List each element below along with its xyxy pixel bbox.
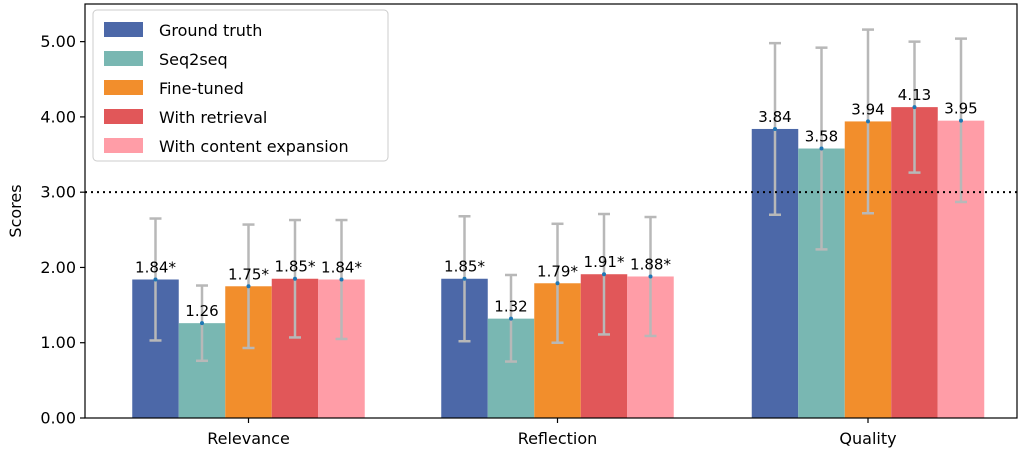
legend-swatch: [104, 51, 143, 66]
data-label: 1.26: [185, 302, 218, 320]
error-marker: [509, 316, 513, 321]
legend-label: Seq2seq: [159, 50, 228, 69]
error-marker: [462, 276, 467, 281]
legend-swatch: [104, 109, 143, 124]
data-label: 1.85*: [444, 258, 485, 276]
error-marker: [246, 284, 251, 289]
bars-layer: [132, 107, 985, 419]
data-label: 1.85*: [275, 258, 316, 276]
error-marker: [959, 118, 963, 123]
axes: 0.00 1.00 2.00 3.00 4.00 5.00 Relevance Reflect…: [40, 3, 1018, 448]
error-marker: [773, 126, 777, 131]
x-tick-label: Quality: [839, 429, 896, 448]
data-label: 3.95: [944, 100, 977, 118]
legend-label: Fine-tuned: [159, 79, 244, 98]
error-marker: [200, 321, 204, 326]
legend-swatch: [104, 80, 143, 95]
error-marker: [819, 146, 824, 151]
error-marker: [555, 281, 560, 286]
y-tick-label: 1.00: [40, 333, 76, 352]
legend-label: With content expansion: [159, 137, 349, 156]
data-label: 3.84: [758, 108, 791, 126]
legend: Ground truth Seq2seq Fine-tuned With retrie…: [92, 9, 389, 162]
data-label: 1.84*: [135, 258, 176, 276]
y-tick-label: 3.00: [40, 183, 76, 202]
data-label: 1.75*: [228, 265, 269, 283]
legend-swatch: [104, 138, 143, 153]
y-axis-label: Scores: [6, 184, 25, 237]
data-label: 3.58: [805, 128, 838, 146]
legend-label: With retrieval: [159, 108, 267, 127]
y-tick-label: 0.00: [40, 409, 76, 428]
error-bars-layer: [149, 28, 967, 363]
error-marker: [866, 119, 870, 124]
data-label: 1.91*: [584, 253, 625, 271]
y-tick-label: 4.00: [40, 107, 76, 126]
data-labels-layer: 1.84* 1.85* 3.84 1.26 1.32 3.58 1.75* 1.79* 3.94…: [135, 86, 978, 320]
legend-box: [92, 9, 389, 162]
data-label: 1.79*: [537, 262, 578, 280]
y-tick-label: 5.00: [40, 32, 76, 51]
error-marker: [602, 272, 606, 277]
legend-label: Ground truth: [159, 21, 262, 40]
error-marker: [912, 105, 917, 110]
x-tick-label: Reflection: [518, 429, 598, 448]
data-label: 1.84*: [321, 258, 362, 276]
data-label: 3.94: [851, 100, 884, 118]
x-tick-label: Relevance: [207, 429, 290, 448]
data-label: 4.13: [898, 86, 931, 104]
y-tick-label: 2.00: [40, 258, 76, 277]
data-label: 1.88*: [630, 255, 671, 273]
error-marker: [339, 277, 344, 282]
plot-frame: [84, 3, 1018, 419]
data-label: 1.32: [494, 298, 527, 316]
legend-swatch: [104, 22, 143, 37]
error-marker: [293, 276, 297, 281]
error-marker: [153, 277, 158, 282]
error-marker: [648, 274, 653, 279]
